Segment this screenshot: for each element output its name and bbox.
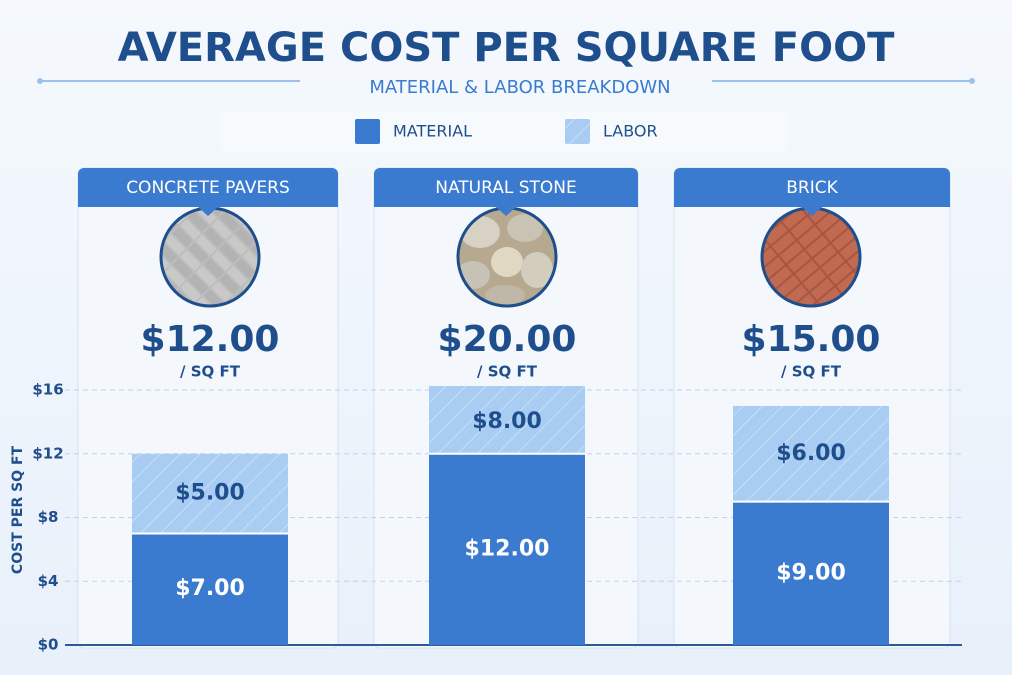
legend-label: MATERIAL bbox=[393, 122, 472, 141]
divider-dot bbox=[969, 78, 975, 84]
unit-label: / SQ FT bbox=[781, 363, 842, 381]
total-price: $12.00 bbox=[141, 319, 280, 360]
y-tick-label: $16 bbox=[32, 381, 63, 399]
chart-title: AVERAGE COST PER SQUARE FOOT bbox=[118, 25, 896, 71]
bar-value-label: $8.00 bbox=[472, 409, 542, 434]
y-tick-label: $0 bbox=[38, 636, 59, 654]
material-images bbox=[159, 206, 862, 308]
legend-swatch bbox=[355, 119, 380, 144]
bar-segment bbox=[733, 501, 889, 645]
bar-value-label: $7.00 bbox=[175, 576, 245, 601]
bar-hatch bbox=[429, 386, 585, 454]
total-price: $20.00 bbox=[438, 319, 577, 360]
bar-hatch bbox=[132, 453, 288, 534]
legend-box bbox=[220, 111, 788, 152]
unit-label: / SQ FT bbox=[180, 363, 241, 381]
total-price: $15.00 bbox=[742, 319, 881, 360]
chart-subtitle: MATERIAL & LABOR BREAKDOWN bbox=[369, 77, 670, 98]
card-header bbox=[374, 168, 638, 216]
y-tick-label: $12 bbox=[32, 444, 63, 462]
card-title: CONCRETE PAVERS bbox=[126, 178, 290, 198]
bar-value-label: $12.00 bbox=[465, 536, 550, 561]
bar-segment bbox=[429, 453, 585, 645]
legend-label: LABOR bbox=[603, 122, 658, 141]
unit-label: / SQ FT bbox=[477, 363, 538, 381]
y-axis-label: COST PER SQ FT bbox=[10, 445, 26, 574]
bar-segment bbox=[132, 533, 288, 645]
bar-value-label: $5.00 bbox=[175, 481, 245, 506]
y-tick-label: $8 bbox=[38, 508, 59, 526]
bar-value-label: $6.00 bbox=[776, 441, 846, 466]
bar-value-label: $9.00 bbox=[776, 560, 846, 585]
card-title: BRICK bbox=[786, 178, 838, 198]
plot-area bbox=[132, 386, 889, 645]
legend-swatch-hatch bbox=[565, 119, 590, 144]
bar-hatch bbox=[733, 405, 889, 502]
card-header bbox=[674, 168, 950, 216]
y-tick-label: $4 bbox=[38, 572, 59, 590]
divider-dot bbox=[37, 78, 43, 84]
card-title: NATURAL STONE bbox=[435, 178, 577, 198]
card-header bbox=[78, 168, 338, 216]
